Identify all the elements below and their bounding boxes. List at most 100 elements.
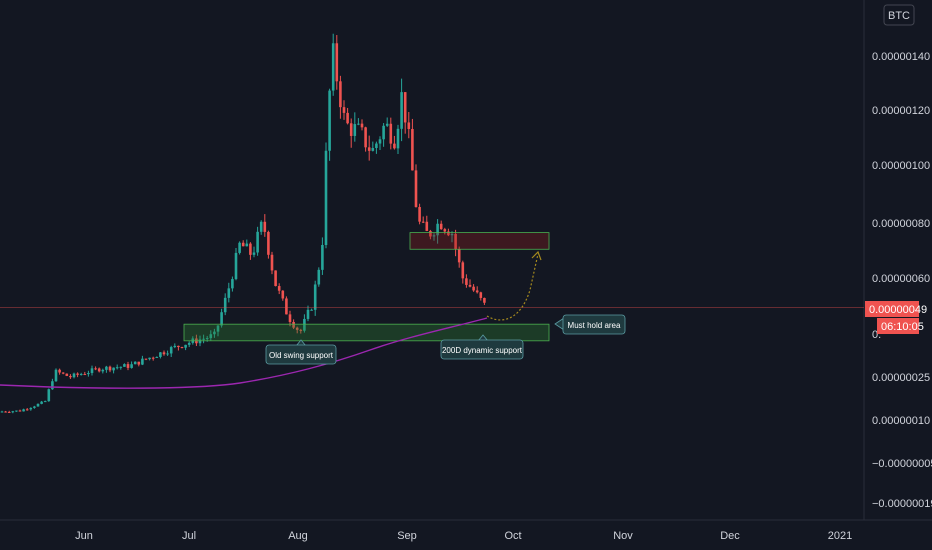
candle [396,124,400,155]
candle [33,405,36,409]
y-tick-label: 0.00000010 [872,415,930,427]
candle [472,284,475,292]
x-tick-label: Dec [720,530,740,542]
candle [270,251,274,275]
candle [108,365,112,373]
candle [173,343,177,349]
candle [101,368,105,374]
y-tick-label: 0.00000100 [872,160,930,172]
candle [313,280,317,316]
candle [353,112,357,142]
candle [328,88,331,161]
candle [454,229,457,257]
candle [432,233,436,241]
candle [349,118,353,148]
candle [241,240,245,247]
candle [429,229,432,240]
candle [119,366,123,370]
candle [22,408,25,412]
candle [216,325,220,337]
must-hold-label: Must hold area [568,321,621,330]
candle [223,293,227,316]
candle [317,267,321,287]
candle [61,372,65,375]
candle [94,366,97,371]
candle [393,135,396,150]
candle [263,214,267,237]
candle [112,367,115,374]
y-tick-label-partial: 0. [872,329,881,341]
candle [425,215,429,232]
candle [303,314,306,333]
candle [115,364,119,370]
candle [137,361,141,367]
candle [267,230,270,259]
candle [159,352,162,359]
candle [364,126,367,152]
candle [414,164,418,208]
candle [90,365,94,376]
dma-label: 200D dynamic support [442,346,523,355]
candle [141,355,144,366]
candle [202,334,205,344]
candle [184,344,187,351]
candle [385,117,389,127]
candle [407,112,411,139]
candle [245,239,249,247]
x-axis[interactable]: Jun Jul Aug Sep Oct Nov Dec 2021 [75,530,852,542]
candle [227,282,231,303]
candle [47,388,51,402]
candle [25,407,29,411]
projection-arrow [486,253,539,321]
candle [7,410,11,413]
candle [360,119,364,131]
candle [375,141,378,154]
candle [231,276,234,292]
resistance-zone[interactable] [409,232,550,250]
candle [133,361,137,365]
candle [331,33,335,96]
candle [295,326,299,334]
ma-200d-line[interactable] [0,317,488,389]
candle [105,365,108,373]
x-tick-label: Jul [182,530,196,542]
candle [79,372,83,376]
candle [234,248,238,281]
x-tick-label: Jun [75,530,93,542]
y-axis[interactable]: 0.00000140 0.00000120 0.00000100 0.00000… [872,51,932,510]
y-tick-label: 0.00000025 [872,372,930,384]
must-hold-callout[interactable]: Must hold area [554,314,626,335]
candle [421,216,425,224]
candle [465,274,468,288]
candle [69,374,72,379]
candle [281,290,285,301]
old-swing-callout[interactable]: Old swing support [265,339,337,365]
candle [54,368,58,382]
candle [4,410,7,413]
dma-callout[interactable]: 200D dynamic support [440,334,524,360]
candle [346,107,349,125]
candle [483,297,486,305]
candle [371,141,375,152]
symbol-badge[interactable]: BTC [883,4,915,26]
candle [403,92,407,134]
candle [43,400,47,403]
candle [450,231,454,243]
countdown-tag: 06:10:05 [877,318,924,334]
candles-layer [0,33,486,414]
candle [40,400,43,405]
candle [339,75,342,119]
candle [367,135,371,161]
must-hold-zone[interactable] [183,323,550,342]
candle [58,368,61,375]
candle [457,246,461,268]
candle [357,118,360,126]
candle [382,123,385,147]
candle [389,117,393,150]
candle [51,378,54,390]
candle [310,308,313,311]
candle [29,407,33,411]
candle [274,270,277,287]
candle [400,78,403,142]
